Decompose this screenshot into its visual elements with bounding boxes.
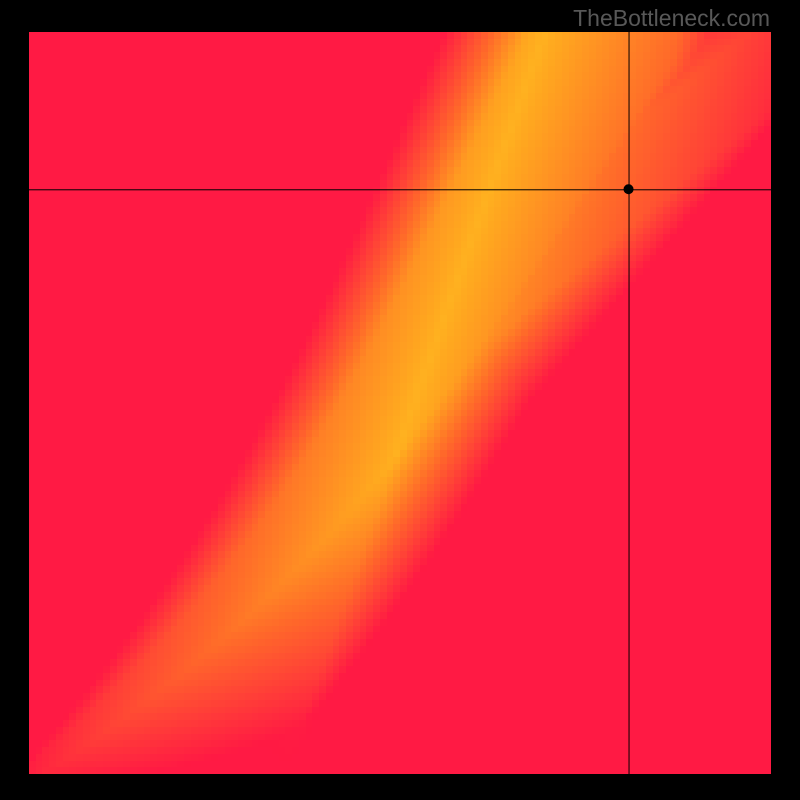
bottleneck-heatmap xyxy=(29,32,771,774)
watermark-text: TheBottleneck.com xyxy=(573,5,770,32)
chart-container: TheBottleneck.com xyxy=(0,0,800,800)
